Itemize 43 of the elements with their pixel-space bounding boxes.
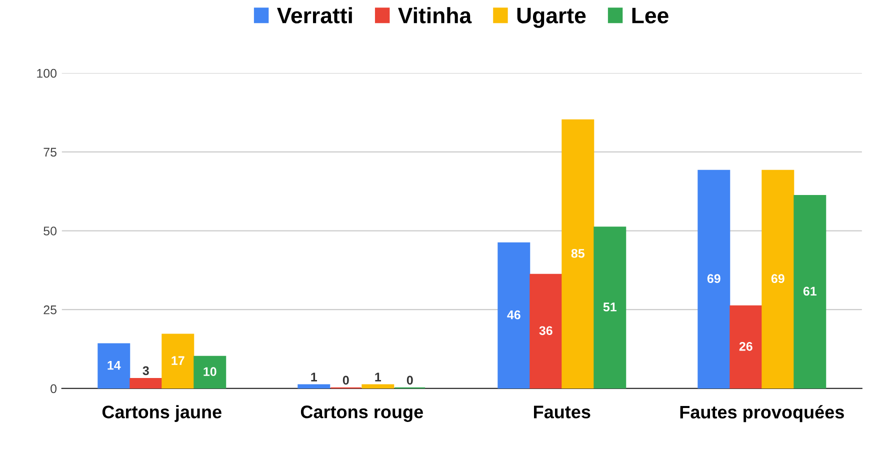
data-label: 69 xyxy=(771,274,784,284)
bar xyxy=(362,384,394,388)
bar xyxy=(698,170,730,388)
y-tick-label: 25 xyxy=(44,305,56,314)
x-tick-label: Fautes provoquées xyxy=(680,405,844,422)
x-tick-label: Cartons rouge xyxy=(300,406,423,422)
data-label: 17 xyxy=(172,356,184,365)
data-label: 3 xyxy=(142,366,149,376)
data-label: 51 xyxy=(603,302,616,312)
y-tick-label: 100 xyxy=(37,68,57,78)
legend-label: Ugarte xyxy=(517,8,586,28)
bar xyxy=(730,305,762,388)
bar xyxy=(562,119,594,388)
data-label: 0 xyxy=(342,376,349,385)
x-tick-label: Cartons jaune xyxy=(102,405,222,422)
data-label: 1 xyxy=(375,372,382,382)
data-label: 46 xyxy=(507,310,520,320)
data-label: 36 xyxy=(539,326,552,336)
bar xyxy=(298,384,330,388)
data-label: 85 xyxy=(571,248,584,258)
data-label: 14 xyxy=(108,361,121,370)
bar xyxy=(162,334,194,388)
legend-label: Verratti xyxy=(277,7,352,24)
y-tick-label: 50 xyxy=(44,226,57,236)
x-tick-label: Fautes xyxy=(534,406,590,418)
bar xyxy=(762,170,794,388)
data-label: 61 xyxy=(803,286,817,296)
data-label: 0 xyxy=(406,376,413,385)
data-label: 26 xyxy=(739,342,752,351)
bar xyxy=(530,274,562,388)
bar xyxy=(498,242,530,388)
bar xyxy=(130,378,162,388)
y-tick-label: 75 xyxy=(44,148,56,157)
y-tick-label: 0 xyxy=(50,384,57,394)
data-label: 69 xyxy=(707,274,720,284)
data-label: 10 xyxy=(204,367,216,376)
legend-label: Vitinha xyxy=(398,7,472,24)
bar xyxy=(594,226,626,388)
bar xyxy=(794,195,826,388)
legend-label: Lee xyxy=(632,8,668,24)
bar xyxy=(98,343,130,388)
data-label: 1 xyxy=(311,372,318,382)
bar xyxy=(194,356,226,388)
